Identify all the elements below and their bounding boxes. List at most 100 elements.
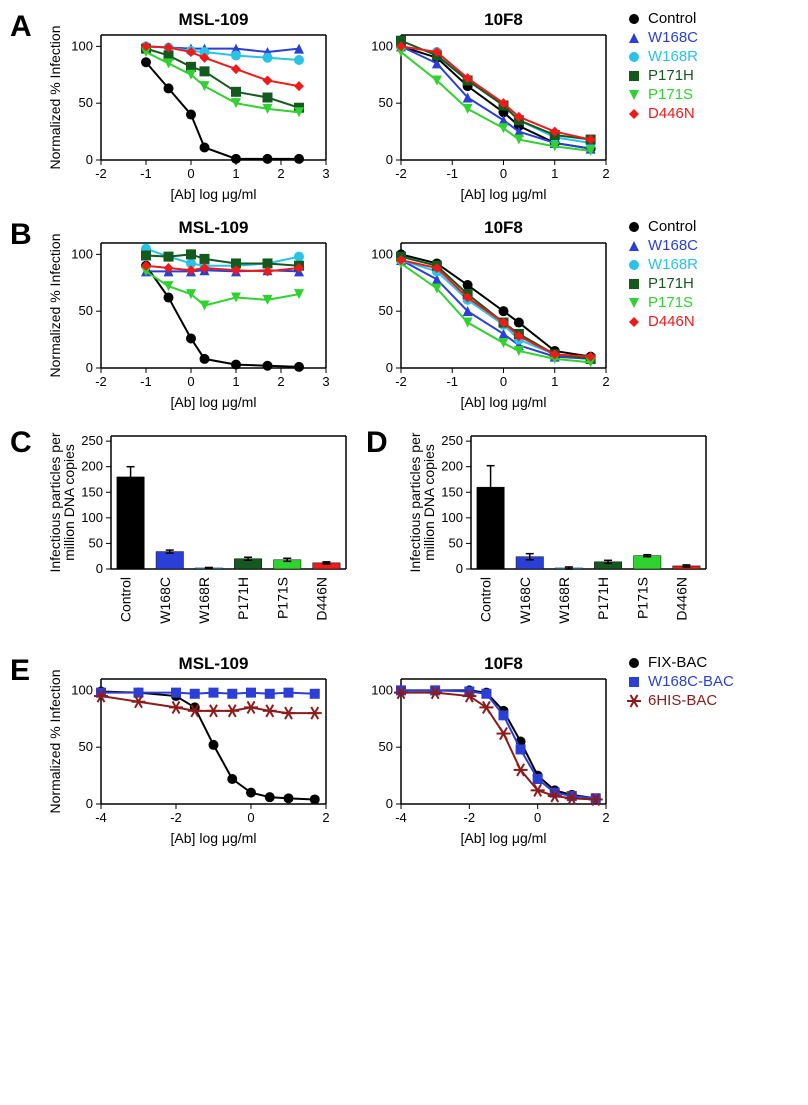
panel-b-right: -2-101205010010F8[Ab] log μg/ml: [346, 218, 616, 418]
panel-e-right: -4-20205010010F8[Ab] log μg/ml: [346, 654, 616, 854]
legend-item-6his-bac: 6HIS-BAC: [626, 692, 734, 709]
svg-text:[Ab] log μg/ml: [Ab] log μg/ml: [171, 830, 257, 846]
legend-label: W168C: [648, 237, 698, 254]
legend-item-control: Control: [626, 218, 698, 235]
legend-item-w168r: W168R: [626, 48, 698, 65]
svg-text:2: 2: [277, 374, 284, 389]
svg-text:100: 100: [71, 38, 93, 53]
svg-text:0: 0: [386, 796, 393, 811]
svg-text:MSL-109: MSL-109: [179, 10, 249, 29]
legend-label: FIX-BAC: [648, 654, 707, 671]
svg-text:50: 50: [449, 535, 463, 550]
panel-e-row: -4-202050100MSL-109[Ab] log μg/mlNormali…: [46, 654, 798, 854]
svg-text:50: 50: [379, 739, 393, 754]
svg-text:D446N: D446N: [673, 577, 689, 621]
svg-text:P171S: P171S: [274, 577, 290, 619]
svg-text:100: 100: [371, 682, 393, 697]
svg-text:Control: Control: [478, 577, 494, 622]
svg-text:100: 100: [81, 510, 103, 525]
legend-label: P171H: [648, 275, 694, 292]
panel-label-c: C: [10, 426, 46, 646]
svg-text:-1: -1: [446, 374, 458, 389]
legend-label: P171S: [648, 86, 693, 103]
svg-text:0: 0: [86, 360, 93, 375]
svg-text:-2: -2: [395, 166, 407, 181]
panel-label-a: A: [10, 10, 46, 210]
svg-text:Normalized % Infection: Normalized % Infection: [47, 26, 63, 170]
svg-text:[Ab] log μg/ml: [Ab] log μg/ml: [461, 394, 547, 410]
legend-label: Control: [648, 10, 696, 27]
svg-text:100: 100: [71, 682, 93, 697]
svg-text:1: 1: [551, 166, 558, 181]
svg-text:0: 0: [386, 152, 393, 167]
legend-item-p171h: P171H: [626, 275, 698, 292]
panel-label-b: B: [10, 218, 46, 418]
panel-d: 050100150200250Infectious particles perm…: [406, 426, 716, 646]
svg-text:2: 2: [322, 810, 329, 825]
svg-text:1: 1: [551, 374, 558, 389]
svg-text:50: 50: [379, 303, 393, 318]
svg-text:-4: -4: [95, 810, 107, 825]
legend-item-control: Control: [626, 10, 698, 27]
svg-text:50: 50: [379, 95, 393, 110]
svg-text:1: 1: [232, 374, 239, 389]
svg-text:50: 50: [79, 95, 93, 110]
legend-item-fix-bac: FIX-BAC: [626, 654, 734, 671]
panel-label-d: D: [366, 426, 396, 460]
legend-label: P171S: [648, 294, 693, 311]
panel-a-legend: ControlW168CW168RP171HP171SD446N: [626, 10, 698, 124]
svg-text:P171H: P171H: [235, 577, 251, 620]
panel-a-left: -2-10123050100MSL-109[Ab] log μg/mlNorma…: [46, 10, 336, 210]
svg-text:W168C: W168C: [157, 577, 173, 624]
svg-text:0: 0: [86, 152, 93, 167]
panel-e-legend: FIX-BAC W168C-BAC 6HIS-BAC: [626, 654, 734, 711]
svg-text:250: 250: [441, 433, 463, 448]
legend-label: 6HIS-BAC: [648, 692, 717, 709]
legend-label: P171H: [648, 67, 694, 84]
svg-text:-2: -2: [95, 166, 107, 181]
legend-label: W168R: [648, 256, 698, 273]
svg-text:Normalized % Infection: Normalized % Infection: [47, 670, 63, 814]
svg-text:2: 2: [602, 374, 609, 389]
legend-label: Control: [648, 218, 696, 235]
svg-text:million DNA copies: million DNA copies: [421, 444, 437, 561]
legend-item-p171s: P171S: [626, 294, 698, 311]
svg-text:-2: -2: [395, 374, 407, 389]
svg-text:P171S: P171S: [634, 577, 650, 619]
svg-text:[Ab] log μg/ml: [Ab] log μg/ml: [171, 186, 257, 202]
svg-text:100: 100: [371, 38, 393, 53]
svg-text:-2: -2: [95, 374, 107, 389]
legend-item-d446n: D446N: [626, 313, 698, 330]
svg-text:1: 1: [232, 166, 239, 181]
svg-text:W168C: W168C: [517, 577, 533, 624]
svg-text:250: 250: [81, 433, 103, 448]
svg-text:0: 0: [86, 796, 93, 811]
svg-text:200: 200: [441, 459, 463, 474]
svg-text:150: 150: [441, 484, 463, 499]
svg-text:2: 2: [277, 166, 284, 181]
svg-text:[Ab] log μg/ml: [Ab] log μg/ml: [461, 186, 547, 202]
panel-b-left: -2-10123050100MSL-109[Ab] log μg/mlNorma…: [46, 218, 336, 418]
legend-label: D446N: [648, 105, 695, 122]
panel-a-right: -2-101205010010F8[Ab] log μg/ml: [346, 10, 616, 210]
svg-text:2: 2: [602, 810, 609, 825]
legend-label: D446N: [648, 313, 695, 330]
svg-text:-1: -1: [446, 166, 458, 181]
panel-c: 050100150200250Infectious particles perm…: [46, 426, 356, 646]
panel-cd-row: 050100150200250Infectious particles perm…: [46, 426, 798, 646]
svg-text:3: 3: [322, 166, 329, 181]
figure: A -2-10123050100MSL-109[Ab] log μg/mlNor…: [10, 10, 798, 854]
svg-text:100: 100: [441, 510, 463, 525]
svg-text:[Ab] log μg/ml: [Ab] log μg/ml: [461, 830, 547, 846]
svg-text:100: 100: [71, 246, 93, 261]
panel-e-left: -4-202050100MSL-109[Ab] log μg/mlNormali…: [46, 654, 336, 854]
legend-item-w168c-bac: W168C-BAC: [626, 673, 734, 690]
svg-text:-2: -2: [464, 810, 476, 825]
panel-b-row: -2-10123050100MSL-109[Ab] log μg/mlNorma…: [46, 218, 798, 418]
legend-item-w168c: W168C: [626, 237, 698, 254]
svg-text:MSL-109: MSL-109: [179, 218, 249, 237]
svg-text:50: 50: [79, 303, 93, 318]
svg-text:150: 150: [81, 484, 103, 499]
svg-text:D446N: D446N: [313, 577, 329, 621]
svg-text:W168R: W168R: [196, 577, 212, 624]
